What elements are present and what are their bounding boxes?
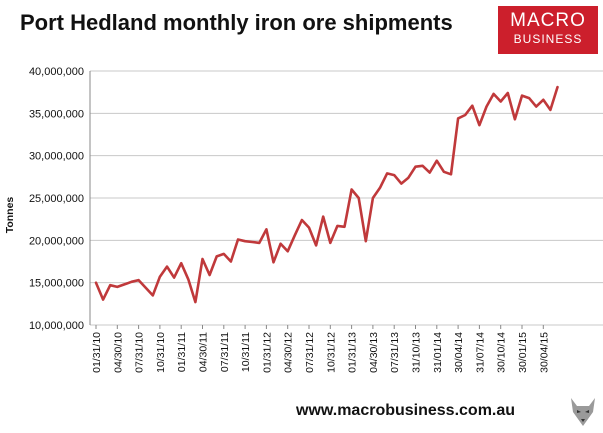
y-tick-label: 25,000,000 (29, 193, 84, 205)
page-title: Port Hedland monthly iron ore shipments (20, 10, 453, 35)
x-tick-label: 30/10/14 (496, 332, 508, 373)
x-tick-label: 10/31/12 (325, 332, 337, 373)
x-tick-label: 07/31/12 (304, 332, 316, 373)
x-tick-label: 31/07/14 (474, 332, 486, 373)
x-tick-label: 30/04/14 (453, 332, 465, 373)
y-tick-label: 40,000,000 (29, 66, 84, 78)
x-tick-label: 07/31/10 (134, 332, 146, 373)
y-axis: 10,000,000 15,000,000 20,000,000 25,000,000… (29, 66, 84, 332)
y-axis-title: Tonnes (4, 197, 16, 234)
x-axis: 01/31/10 04/30/10 07/31/10 10/31/10 01/31/11… (91, 325, 550, 373)
series-line (94, 85, 559, 304)
x-tick-label: 31/01/14 (432, 332, 444, 373)
x-tick-label: 01/31/13 (347, 332, 359, 373)
y-tick-label: 20,000,000 (29, 235, 84, 247)
x-tick-label: 04/30/10 (112, 332, 124, 373)
x-tick-label: 30/01/15 (517, 332, 529, 373)
x-tick-label: 04/30/11 (198, 332, 210, 372)
x-tick-label: 01/31/12 (261, 332, 273, 373)
footer-url[interactable]: www.macrobusiness.com.au (296, 402, 516, 419)
y-tick-label: 30,000,000 (29, 151, 84, 163)
x-tick-label: 04/30/13 (368, 332, 380, 373)
x-tick-label: 31/10/13 (411, 332, 423, 373)
y-tick-label: 35,000,000 (29, 108, 84, 120)
logo-line-2: BUSINESS (513, 32, 583, 46)
grid-lines (89, 70, 603, 326)
wolf-icon (565, 392, 601, 430)
x-tick-label: 07/31/13 (389, 332, 401, 373)
y-tick-label: 10,000,000 (29, 320, 84, 332)
x-tick-label: 10/31/10 (155, 332, 167, 373)
x-tick-label: 01/31/11 (176, 332, 188, 372)
x-tick-label: 30/04/15 (538, 332, 550, 373)
logo-line-1: MACRO (510, 10, 586, 31)
x-tick-label: 04/30/12 (283, 332, 295, 373)
x-tick-label: 01/31/10 (91, 332, 103, 373)
x-tick-label: 07/31/11 (219, 332, 231, 372)
y-tick-label: 15,000,000 (29, 278, 84, 290)
brand-logo[interactable]: MACRO BUSINESS (498, 6, 598, 54)
x-tick-label: 10/31/11 (240, 332, 252, 372)
